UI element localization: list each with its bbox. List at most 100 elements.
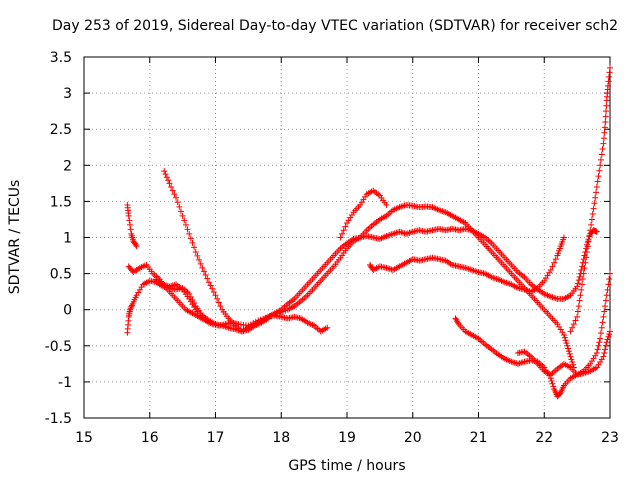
data-point <box>576 273 583 280</box>
data-point <box>583 248 590 255</box>
data-point <box>163 174 170 181</box>
data-point <box>590 205 597 212</box>
x-tick-label: 21 <box>470 430 488 446</box>
data-point <box>551 259 558 266</box>
data-point <box>602 303 609 310</box>
x-tick-label: 17 <box>207 430 225 446</box>
data-point <box>602 113 609 120</box>
y-tick-label: 1 <box>63 231 72 247</box>
data-point <box>196 256 203 263</box>
data-point <box>578 286 585 293</box>
data-point <box>560 331 567 338</box>
data-point <box>599 146 606 153</box>
y-tick-label: -1 <box>58 375 72 391</box>
series-sat-j <box>514 270 613 378</box>
data-point <box>126 217 133 224</box>
data-point <box>574 283 581 290</box>
data-point <box>593 350 600 357</box>
data-point <box>161 168 168 175</box>
data-point <box>133 243 140 250</box>
data-point <box>587 227 594 234</box>
data-point <box>567 328 574 335</box>
data-point <box>173 194 180 201</box>
data-point <box>598 151 605 158</box>
data-point <box>596 339 603 346</box>
x-tick-label: 19 <box>338 430 356 446</box>
data-point <box>579 281 586 288</box>
data-point <box>605 281 612 288</box>
series-sat-c <box>125 202 577 371</box>
data-point <box>197 260 204 267</box>
data-point <box>585 238 592 245</box>
data-point <box>205 279 212 286</box>
data-point <box>187 235 194 242</box>
series-sat-a <box>124 202 140 250</box>
chart-title: Day 253 of 2019, Sidereal Day-to-day VTE… <box>52 18 618 34</box>
data-point <box>594 346 601 353</box>
data-point <box>600 353 607 360</box>
data-point <box>593 189 600 196</box>
data-point <box>324 324 331 331</box>
data-point <box>560 234 567 241</box>
data-point <box>127 226 134 233</box>
y-tick-label: 2 <box>63 158 72 174</box>
data-point <box>602 297 609 304</box>
y-tick-label: 1.5 <box>50 194 72 210</box>
data-points <box>124 64 613 400</box>
data-point <box>604 336 611 343</box>
data-point <box>162 171 169 178</box>
data-point <box>602 342 609 349</box>
data-point <box>127 305 134 312</box>
data-point <box>217 303 224 310</box>
data-point <box>165 177 172 184</box>
data-point <box>603 292 610 299</box>
data-point <box>569 324 576 331</box>
data-point <box>606 276 613 283</box>
data-point <box>550 383 557 390</box>
data-point <box>597 156 604 163</box>
data-point <box>581 265 588 272</box>
data-point <box>174 199 181 206</box>
data-point <box>607 64 613 71</box>
data-point <box>171 191 178 198</box>
data-point <box>552 256 559 263</box>
grid <box>84 57 610 418</box>
y-tick-label: 0.5 <box>50 267 72 283</box>
data-point <box>340 227 347 234</box>
data-point <box>179 212 186 219</box>
y-tick-label: 3.5 <box>50 50 72 66</box>
data-point <box>209 285 216 292</box>
data-point <box>186 230 193 237</box>
series-sat-e <box>153 276 212 326</box>
data-point <box>588 216 595 223</box>
data-point <box>601 308 608 315</box>
data-point <box>582 259 589 266</box>
y-axis-label: SDTVAR / TECUs <box>7 180 23 295</box>
data-point <box>176 203 183 210</box>
data-point <box>602 346 609 353</box>
y-tick-label: 0 <box>63 303 72 319</box>
data-point <box>128 302 135 309</box>
data-point <box>599 319 606 326</box>
data-point <box>565 345 572 352</box>
data-point <box>168 183 175 190</box>
data-point <box>603 102 610 109</box>
data-point <box>564 342 571 349</box>
data-point <box>592 194 599 201</box>
data-point <box>339 230 346 237</box>
series-sat-i <box>452 315 613 400</box>
data-point <box>212 292 219 299</box>
data-point <box>383 202 390 209</box>
x-tick-label: 23 <box>601 430 619 446</box>
data-point <box>601 129 608 136</box>
data-point <box>603 108 610 115</box>
data-point <box>576 297 583 304</box>
data-point <box>596 167 603 174</box>
y-tick-label: 2.5 <box>50 122 72 138</box>
y-tick-label: -0.5 <box>45 339 72 355</box>
data-point <box>191 244 198 251</box>
data-point <box>583 254 590 261</box>
data-point <box>127 306 134 313</box>
data-point <box>586 232 593 239</box>
